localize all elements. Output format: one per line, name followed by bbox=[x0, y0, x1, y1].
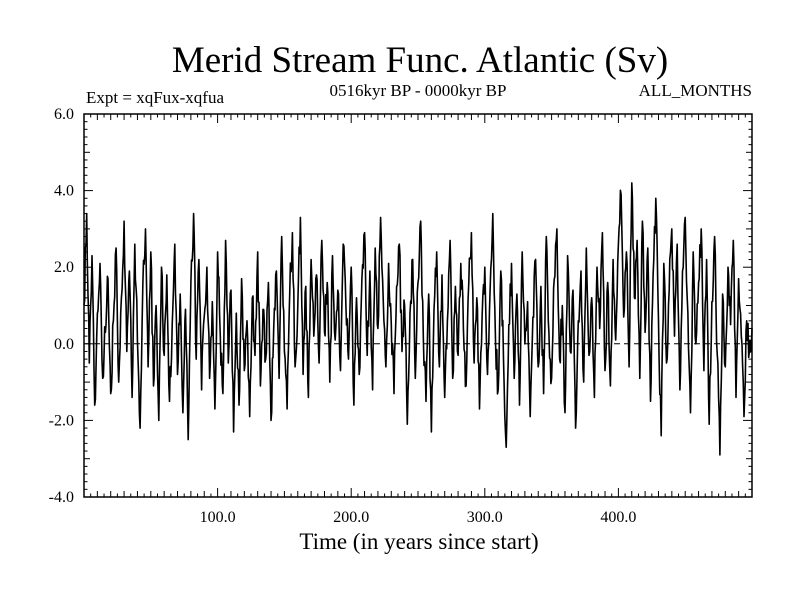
axis-tick-labels: 100.0 200.0 300.0 400.0 -4.0 -2.0 0.0 2.0 4.0 6.0 bbox=[49, 106, 637, 526]
y-tick-label: -2.0 bbox=[49, 412, 74, 429]
months-label: ALL_MONTHS bbox=[639, 81, 752, 100]
period-label: 0516kyr BP - 0000kyr BP bbox=[330, 81, 507, 100]
y-tick-label: 4.0 bbox=[54, 183, 74, 200]
chart-title: Merid Stream Func. Atlantic (Sv) bbox=[172, 40, 668, 81]
y-tick-label: 2.0 bbox=[54, 259, 74, 276]
x-tick-label: 300.0 bbox=[467, 509, 503, 526]
x-tick-label: 200.0 bbox=[333, 509, 369, 526]
x-tick-label: 400.0 bbox=[600, 509, 636, 526]
y-tick-label: -4.0 bbox=[49, 489, 74, 506]
y-tick-label: 0.0 bbox=[54, 336, 74, 353]
x-axis-label: Time (in years since start) bbox=[299, 529, 538, 554]
experiment-label: Expt = xqFux-xqfua bbox=[86, 88, 224, 107]
plot-frame bbox=[83, 113, 753, 498]
x-tick-label: 100.0 bbox=[200, 509, 236, 526]
series-line bbox=[83, 182, 753, 456]
y-tick-label: 6.0 bbox=[54, 106, 74, 123]
